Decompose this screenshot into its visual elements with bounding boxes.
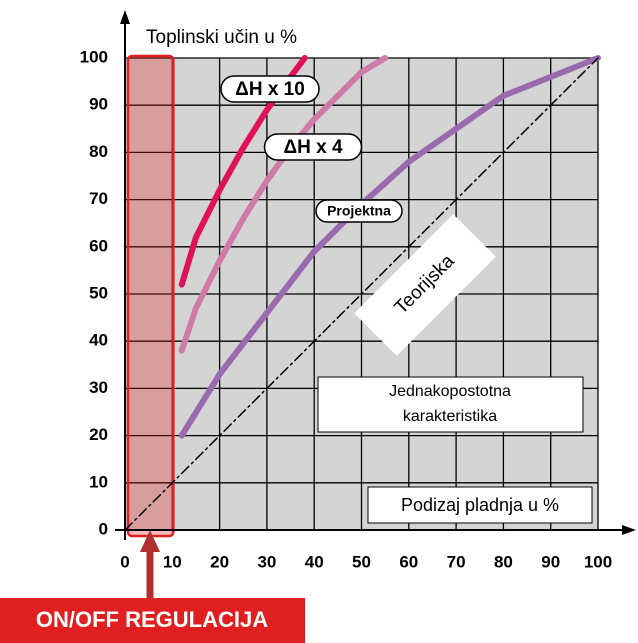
note-line: Jednakopostotna: [389, 383, 511, 400]
x-tick-label: 90: [541, 552, 560, 571]
y-axis-arrow: [120, 10, 130, 24]
y-tick-label: 70: [89, 189, 108, 208]
series-label: ΔH x 10: [235, 79, 305, 100]
x-tick-label: 60: [399, 552, 418, 571]
note-line: karakteristika: [403, 408, 497, 425]
series-line: [178, 55, 389, 354]
x-axis-arrow: [622, 525, 636, 535]
series-label-box: [263, 133, 363, 161]
series-label-box: [315, 199, 403, 223]
x-tick-label: 0: [120, 552, 129, 571]
note-box: [317, 376, 584, 433]
on-off-label-bg: [0, 598, 305, 643]
x-tick-label: 80: [494, 552, 513, 571]
series-label: ΔH x 4: [283, 137, 343, 158]
x-tick-label: 50: [352, 552, 371, 571]
x-tick-label: 100: [584, 552, 612, 571]
x-tick-label: 10: [163, 552, 182, 571]
on-off-arrow-head: [140, 530, 160, 552]
x-tick-label: 40: [305, 552, 324, 571]
y-tick-label: 40: [89, 331, 108, 350]
series-label-box: [220, 75, 320, 103]
on-off-label: ON/OFF REGULACIJA: [36, 607, 268, 632]
y-tick-label: 100: [80, 47, 108, 66]
x-label-box: [367, 486, 593, 524]
teorijska-box: [354, 214, 496, 356]
y-tick-label: 60: [89, 236, 108, 255]
x-tick-label: 70: [447, 552, 466, 571]
on-off-region: [126, 54, 175, 538]
y-tick-label: 80: [89, 142, 108, 161]
y-tick-label: 0: [99, 519, 108, 538]
y-axis-label: Toplinski učin u %: [146, 27, 297, 48]
x-axis-label: Podizaj pladnja u %: [401, 495, 559, 515]
y-tick-label: 30: [89, 378, 108, 397]
y-tick-label: 50: [89, 283, 108, 302]
x-tick-label: 20: [210, 552, 229, 571]
series-label: Projektna: [327, 203, 391, 219]
series-line: [124, 57, 599, 531]
y-tick-label: 20: [89, 425, 108, 444]
series-line: [178, 55, 601, 439]
y-tick-label: 90: [89, 95, 108, 114]
y-tick-label: 10: [89, 472, 108, 491]
x-tick-label: 30: [257, 552, 276, 571]
